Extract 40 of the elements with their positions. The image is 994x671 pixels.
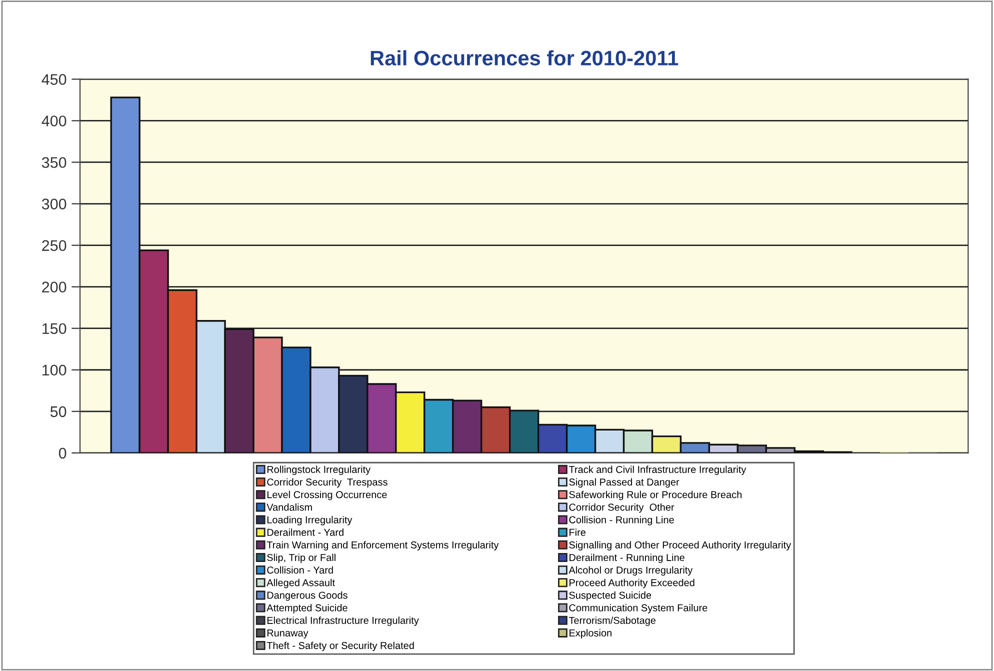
legend-label: Vandalism xyxy=(266,503,312,511)
legend-label: Corridor Security Trespass xyxy=(267,478,388,488)
legend-label: Rollingstock Irregularity xyxy=(267,466,371,475)
legend-label: Fire xyxy=(570,528,586,536)
legend-label: Derailment - Running Line xyxy=(570,554,684,564)
y-tick-label: 300 xyxy=(42,198,66,210)
legend-label: Explosion xyxy=(570,629,612,638)
legend-label: Runaway xyxy=(267,630,308,638)
y-tick-label: 400 xyxy=(42,116,66,126)
legend-label: Collision - Yard xyxy=(267,566,333,574)
legend-label: Signalling and Other Proceed Authority Irregularity xyxy=(569,541,792,550)
legend-label: Theft - Safety or Security Related xyxy=(266,642,414,652)
y-tick-label: 450 xyxy=(42,74,66,85)
y-tick-label: 250 xyxy=(42,240,66,251)
legend-label: Collision - Running Line xyxy=(569,516,674,526)
y-tick-label: 350 xyxy=(42,157,66,168)
legend-label: Signal Passed at Danger xyxy=(569,478,680,488)
y-tick-label: 50 xyxy=(50,406,66,418)
y-tick-label: 0 xyxy=(58,448,66,459)
legend-label: Alleged Assault xyxy=(266,578,335,588)
legend-label: Safeworking Rule or Procedure Breach xyxy=(569,490,742,500)
legend-label: Electrical Infrastructure Irregularity xyxy=(267,616,419,626)
legend-label: Slip, Trip or Fall xyxy=(267,554,336,564)
legend-label: Loading Irregularity xyxy=(267,516,352,526)
legend-label: Track and Civil Infrastructure Irregularity xyxy=(568,466,746,475)
legend-label: Attempted Suicide xyxy=(266,604,348,614)
y-tick-label: 200 xyxy=(42,282,66,292)
legend-label: Train Warning and Enforcement Systems Irregularity xyxy=(266,541,499,550)
legend-label: Suspected Suicide xyxy=(569,591,652,601)
legend-label: Dangerous Goods xyxy=(267,591,348,601)
legend-label: Terrorism/Sabotage xyxy=(568,616,656,626)
legend-label: Proceed Authority Exceeded xyxy=(570,578,694,588)
chart-title: Rail Occurrences for 2010-2011 xyxy=(370,50,678,66)
legend-label: Alcohol or Drugs Irregularity xyxy=(568,566,693,576)
y-tick-label: 150 xyxy=(42,323,66,334)
legend-label: Communication System Failure xyxy=(569,604,708,614)
legend-label: Corridor Security Other xyxy=(569,503,674,513)
legend-label: Derailment - Yard xyxy=(267,528,344,536)
legend-label: Level Crossing Occurrence xyxy=(267,490,387,500)
y-tick-label: 100 xyxy=(42,364,66,376)
